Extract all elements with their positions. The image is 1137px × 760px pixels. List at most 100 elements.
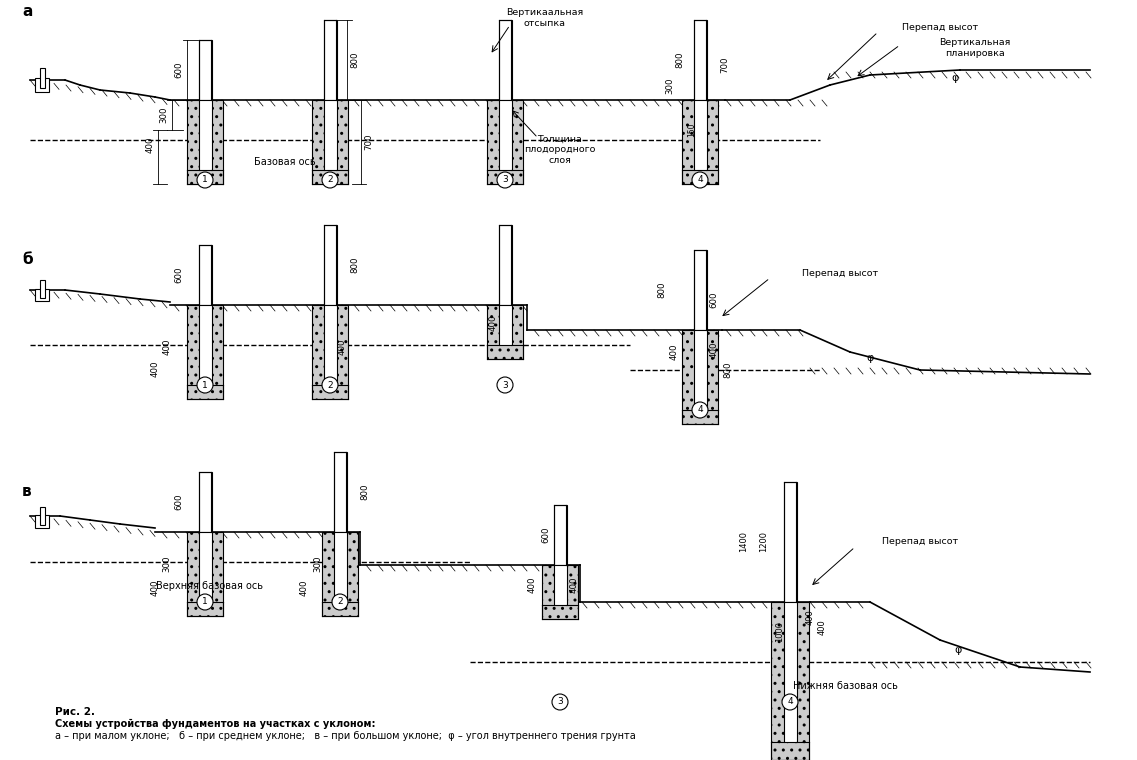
- Bar: [312, 305, 348, 399]
- Text: 1: 1: [202, 176, 208, 185]
- Bar: [499, 225, 512, 305]
- Text: Схемы устройства фундаментов на участках с уклоном:: Схемы устройства фундаментов на участках…: [55, 719, 375, 729]
- Bar: [40, 68, 45, 88]
- Bar: [199, 305, 211, 385]
- Bar: [199, 40, 211, 100]
- Bar: [554, 565, 567, 605]
- Text: 800: 800: [350, 52, 359, 68]
- Text: в: в: [22, 485, 32, 499]
- Circle shape: [497, 377, 513, 393]
- Bar: [785, 602, 797, 742]
- Text: Перепад высот: Перепад высот: [882, 537, 958, 546]
- Bar: [322, 532, 358, 616]
- Bar: [334, 452, 347, 532]
- Text: 2: 2: [327, 381, 333, 389]
- Text: φ: φ: [954, 645, 962, 655]
- Text: 1: 1: [202, 597, 208, 606]
- Circle shape: [332, 594, 348, 610]
- Text: 400: 400: [146, 137, 155, 154]
- Circle shape: [782, 694, 798, 710]
- Bar: [682, 100, 717, 184]
- Text: 400: 400: [570, 577, 579, 594]
- Circle shape: [551, 694, 568, 710]
- Bar: [199, 472, 211, 532]
- Bar: [324, 225, 337, 305]
- Text: φ: φ: [866, 353, 873, 363]
- Bar: [186, 100, 223, 184]
- Bar: [487, 100, 523, 184]
- Bar: [35, 289, 49, 301]
- Text: 4: 4: [697, 176, 703, 185]
- Circle shape: [322, 377, 338, 393]
- Text: 800: 800: [350, 257, 359, 274]
- Text: 1200: 1200: [760, 531, 769, 553]
- Circle shape: [692, 172, 708, 188]
- Text: Перепад высот: Перепад высот: [902, 24, 978, 33]
- Bar: [186, 305, 223, 399]
- Bar: [499, 20, 512, 100]
- Bar: [487, 305, 523, 359]
- Bar: [199, 100, 211, 170]
- Bar: [35, 515, 49, 528]
- Text: 1: 1: [202, 381, 208, 389]
- Bar: [542, 565, 578, 619]
- Text: 1400: 1400: [739, 531, 748, 553]
- Text: Толщина
плодородного
слоя: Толщина плодородного слоя: [524, 135, 596, 165]
- Bar: [324, 100, 337, 170]
- Text: а – при малом уклоне;   б – при среднем уклоне;   в – при большом уклоне;  φ – у: а – при малом уклоне; б – при среднем ук…: [55, 731, 636, 741]
- Text: 700: 700: [721, 57, 730, 73]
- Text: 400: 400: [670, 344, 679, 360]
- Bar: [785, 482, 797, 602]
- Bar: [682, 330, 717, 424]
- Bar: [40, 507, 45, 525]
- Text: 2: 2: [327, 176, 333, 185]
- Text: 400: 400: [818, 619, 827, 635]
- Text: Базовая ось: Базовая ось: [255, 157, 316, 167]
- Text: 300: 300: [314, 556, 323, 572]
- Text: 600: 600: [541, 527, 550, 543]
- Text: 300: 300: [163, 556, 172, 572]
- Bar: [694, 250, 707, 330]
- Text: φ: φ: [952, 73, 958, 83]
- Text: 400: 400: [805, 609, 814, 625]
- Text: 800: 800: [360, 484, 370, 500]
- Text: 600: 600: [174, 62, 183, 78]
- Bar: [312, 100, 348, 184]
- Circle shape: [497, 172, 513, 188]
- Text: 400: 400: [338, 339, 347, 355]
- Text: 400: 400: [299, 580, 308, 597]
- Bar: [554, 505, 567, 565]
- Text: 700: 700: [365, 134, 373, 150]
- Text: 800: 800: [657, 282, 666, 298]
- Bar: [324, 305, 337, 385]
- Text: Вертикаальная
отсыпка: Вертикаальная отсыпка: [506, 8, 583, 27]
- Text: а: а: [22, 5, 32, 20]
- Bar: [694, 330, 707, 410]
- Circle shape: [197, 377, 213, 393]
- Text: 4: 4: [787, 698, 792, 707]
- Text: 400: 400: [150, 580, 159, 597]
- Bar: [324, 20, 337, 100]
- Text: 3: 3: [557, 698, 563, 707]
- Text: Рис. 2.: Рис. 2.: [55, 707, 96, 717]
- Bar: [186, 532, 223, 616]
- Text: 300: 300: [665, 78, 674, 94]
- Text: 1000: 1000: [775, 622, 785, 642]
- Text: Вертикальная
планировка: Вертикальная планировка: [939, 38, 1011, 58]
- Circle shape: [197, 172, 213, 188]
- Text: 150: 150: [688, 123, 697, 138]
- Text: 400: 400: [163, 339, 172, 355]
- Bar: [40, 280, 45, 298]
- Text: 600: 600: [174, 494, 183, 510]
- Text: 600: 600: [174, 267, 183, 283]
- Circle shape: [692, 402, 708, 418]
- Text: 400: 400: [150, 361, 159, 377]
- Text: 400: 400: [709, 342, 719, 358]
- Bar: [771, 602, 810, 760]
- Bar: [199, 245, 211, 305]
- Text: б: б: [22, 252, 33, 268]
- Text: 800: 800: [723, 362, 732, 378]
- Text: Верхняя базовая ось: Верхняя базовая ось: [157, 581, 264, 591]
- Bar: [694, 20, 707, 100]
- Text: 300: 300: [159, 106, 168, 123]
